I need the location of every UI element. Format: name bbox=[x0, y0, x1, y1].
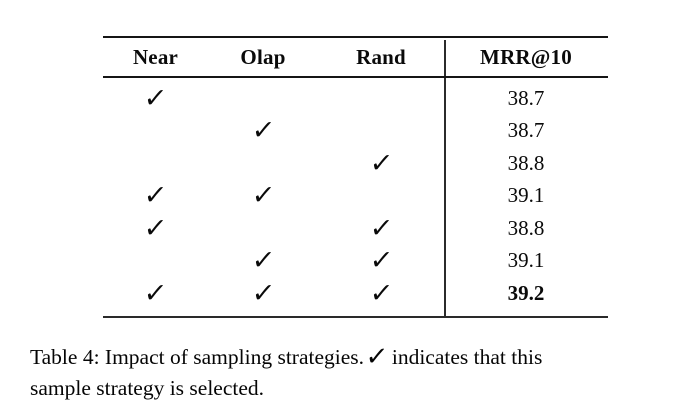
check-cell: ✓ bbox=[318, 147, 444, 179]
check-cell: ✓ bbox=[208, 277, 318, 309]
column-header-olap: Olap bbox=[240, 44, 286, 69]
check-icon: ✓ bbox=[142, 277, 169, 309]
check-cell: ✓ bbox=[318, 277, 444, 309]
check-cell: ✓ bbox=[208, 245, 318, 277]
table-header-row: Near Olap Rand MRR@10 bbox=[103, 38, 608, 76]
check-cell: ✓ bbox=[103, 180, 208, 212]
column-header-rand: Rand bbox=[356, 44, 406, 69]
check-icon: ✓ bbox=[142, 180, 169, 212]
mrr-value: 38.7 bbox=[507, 118, 545, 143]
mrr-value: 39.2 bbox=[507, 280, 545, 305]
check-cell: ✓ bbox=[103, 212, 208, 244]
check-cell: ✓ bbox=[208, 180, 318, 212]
table-row: ✓ ✓ 39.1 bbox=[103, 245, 608, 278]
table-row: ✓ 38.8 bbox=[103, 147, 608, 180]
mrr-value: 38.8 bbox=[507, 215, 545, 240]
check-icon: ✓ bbox=[368, 212, 394, 244]
check-cell: ✓ bbox=[318, 212, 444, 244]
table-row: ✓ ✓ 38.8 bbox=[103, 212, 608, 245]
mrr-value: 38.8 bbox=[507, 150, 545, 175]
caption-text-after: indicates that this bbox=[391, 345, 543, 369]
table-header-rule bbox=[103, 76, 608, 78]
table-bottom-rule bbox=[103, 315, 608, 318]
check-icon: ✓ bbox=[368, 147, 394, 179]
check-cell: ✓ bbox=[318, 245, 444, 277]
check-cell: ✓ bbox=[103, 82, 208, 114]
mrr-value: 39.1 bbox=[507, 248, 545, 273]
mrr-value: 38.7 bbox=[507, 85, 545, 110]
results-table: Near Olap Rand MRR@10 ✓ 38.7 ✓ 38.7 ✓ 38.8 ✓ ✓ 3… bbox=[103, 36, 608, 318]
caption-line2: sample strategy is selected. bbox=[30, 376, 265, 400]
table-row: ✓ ✓ ✓ 39.2 bbox=[103, 277, 608, 310]
mrr-value: 39.1 bbox=[507, 183, 545, 208]
body-column-divider bbox=[444, 78, 446, 316]
check-icon: ✓ bbox=[142, 82, 169, 114]
table-row: ✓ 38.7 bbox=[103, 82, 608, 115]
table-caption: Table 4: Impact of sampling strategies.✓… bbox=[30, 342, 685, 404]
check-icon: ✓ bbox=[250, 277, 276, 309]
check-icon: ✓ bbox=[142, 212, 169, 244]
check-icon: ✓ bbox=[368, 277, 394, 309]
check-icon: ✓ bbox=[250, 245, 276, 277]
check-icon: ✓ bbox=[368, 245, 394, 277]
table-row: ✓ ✓ 39.1 bbox=[103, 180, 608, 213]
column-header-mrr10: MRR@10 bbox=[480, 44, 572, 69]
check-cell: ✓ bbox=[208, 115, 318, 147]
table-body: ✓ 38.7 ✓ 38.7 ✓ 38.8 ✓ ✓ 39.1 ✓ ✓ 38.8 ✓ ✓ 39.1 ✓ ✓ ✓ 39.2 bbox=[103, 78, 608, 316]
column-header-near: Near bbox=[132, 44, 179, 69]
table-top-rule bbox=[103, 36, 608, 38]
caption-text-before: Table 4: Impact of sampling strategies. bbox=[30, 345, 365, 369]
header-column-divider bbox=[444, 40, 446, 76]
table-row: ✓ 38.7 bbox=[103, 115, 608, 148]
check-icon: ✓ bbox=[250, 180, 276, 212]
check-icon: ✓ bbox=[364, 342, 390, 372]
check-icon: ✓ bbox=[250, 115, 276, 147]
check-cell: ✓ bbox=[103, 277, 208, 309]
